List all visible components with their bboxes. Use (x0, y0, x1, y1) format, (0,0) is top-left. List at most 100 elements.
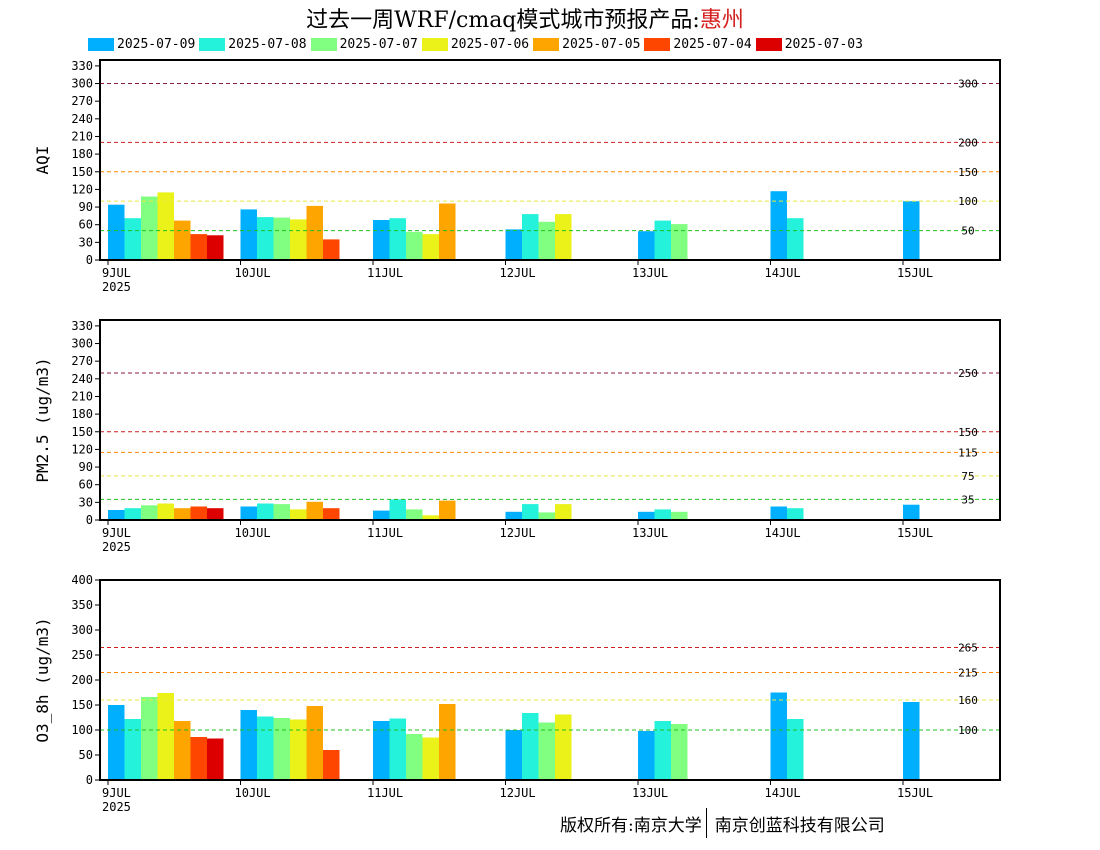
legend-item: 2025-07-09 (88, 37, 195, 52)
bar (141, 697, 158, 780)
x-tick-label: 9JUL (102, 786, 131, 800)
copyright: 版权所有:南京大学 南京创蓝科技有限公司 (560, 806, 885, 840)
bar (124, 508, 141, 520)
y-axis-label: PM2.5 (ug/m3) (33, 357, 52, 482)
x-tick-label: 10JUL (235, 526, 271, 540)
bar (240, 209, 257, 260)
title-main: 过去一周WRF/cmaq模式城市预报产品: (306, 8, 700, 33)
y-tick-label: 300 (71, 623, 93, 637)
x-tick-label: 13JUL (632, 786, 668, 800)
y-tick-label: 90 (79, 460, 93, 474)
bar (141, 505, 158, 520)
bar (207, 235, 224, 260)
y-tick-label: 30 (79, 235, 93, 249)
bar (787, 508, 804, 520)
bar (240, 710, 257, 780)
bar (422, 515, 439, 520)
legend: 2025-07-09 2025-07-08 2025-07-07 2025-07-06… (88, 36, 867, 52)
bar (190, 506, 207, 520)
bar (157, 192, 174, 260)
bar (190, 234, 207, 260)
legend-swatch (644, 37, 671, 51)
y-tick-label: 330 (71, 319, 93, 333)
legend-label: 2025-07-07 (339, 36, 418, 52)
y-tick-label: 120 (71, 442, 93, 456)
bar (538, 512, 555, 520)
bar (654, 220, 671, 260)
y-tick-label: 300 (71, 337, 93, 351)
plot-frame (99, 579, 1001, 781)
y-tick-label: 30 (79, 495, 93, 509)
bar (373, 220, 390, 260)
x-tick-label: 12JUL (500, 266, 536, 280)
threshold-label: 250 (958, 367, 978, 380)
bar (240, 506, 257, 520)
bar (108, 204, 125, 260)
bar (787, 218, 804, 260)
x-tick-label: 14JUL (765, 786, 801, 800)
bar (389, 499, 406, 520)
bar (770, 191, 787, 260)
x-tick-label: 13JUL (632, 266, 668, 280)
bar (770, 506, 787, 520)
bar (903, 504, 920, 520)
bar (903, 201, 920, 260)
bar (787, 719, 804, 780)
bar (522, 713, 539, 780)
copyright-right: 南京创蓝科技有限公司 (714, 815, 885, 836)
y-tick-label: 90 (79, 200, 93, 214)
y-tick-label: 210 (71, 389, 93, 403)
y-tick-label: 100 (71, 723, 93, 737)
bar (323, 508, 340, 520)
bar (323, 750, 340, 780)
legend-label: 2025-07-09 (117, 36, 196, 52)
bar (406, 509, 423, 520)
threshold-label: 35 (961, 493, 974, 506)
bar (306, 706, 323, 780)
bar (422, 234, 439, 260)
bar (306, 501, 323, 520)
bar (306, 205, 323, 260)
y-tick-label: 270 (71, 354, 93, 368)
y-tick-label: 0 (86, 253, 93, 267)
bar (422, 737, 439, 780)
bar (174, 220, 191, 260)
bar (190, 737, 207, 780)
threshold-label: 150 (958, 426, 978, 439)
y-tick-label: 120 (71, 182, 93, 196)
bar (273, 217, 290, 260)
bar (207, 738, 224, 780)
bar (108, 510, 125, 520)
x-tick-label: 11JUL (367, 526, 403, 540)
x-tick-label: 15JUL (897, 786, 933, 800)
bar (522, 214, 539, 260)
bar (555, 214, 572, 260)
bar (671, 511, 688, 520)
x-tick-label: 12JUL (500, 786, 536, 800)
bar (538, 221, 555, 260)
bar (671, 724, 688, 780)
threshold-label: 200 (958, 136, 978, 149)
bar (257, 503, 274, 520)
y-tick-label: 350 (71, 598, 93, 612)
bar (157, 693, 174, 780)
bar (654, 509, 671, 520)
y-tick-label: 150 (71, 165, 93, 179)
title-city: 惠州 (699, 8, 744, 33)
threshold-label: 115 (958, 446, 978, 459)
y-tick-label: 270 (71, 94, 93, 108)
x-tick-label: 15JUL (897, 266, 933, 280)
y-tick-label: 180 (71, 407, 93, 421)
legend-swatch (533, 37, 560, 51)
y-tick-label: 250 (71, 648, 93, 662)
bar (389, 718, 406, 780)
chart-title: 过去一周WRF/cmaq模式城市预报产品:惠州 (0, 2, 1050, 34)
bar (323, 239, 340, 260)
y-tick-label: 240 (71, 112, 93, 126)
bar (439, 500, 456, 520)
legend-swatch (199, 37, 226, 51)
legend-item: 2025-07-05 (533, 37, 640, 52)
bar (389, 218, 406, 260)
legend-label: 2025-07-03 (784, 36, 863, 52)
